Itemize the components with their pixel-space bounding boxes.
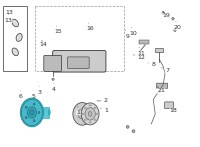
Ellipse shape bbox=[30, 110, 34, 115]
Text: 2: 2 bbox=[97, 98, 108, 103]
Text: 18: 18 bbox=[168, 108, 177, 113]
Ellipse shape bbox=[73, 103, 92, 125]
Ellipse shape bbox=[21, 99, 43, 126]
Ellipse shape bbox=[89, 105, 91, 106]
Ellipse shape bbox=[162, 12, 164, 14]
Ellipse shape bbox=[52, 78, 54, 80]
Text: 11: 11 bbox=[138, 47, 145, 56]
Ellipse shape bbox=[25, 116, 27, 119]
Ellipse shape bbox=[25, 106, 27, 108]
Ellipse shape bbox=[89, 122, 91, 123]
FancyBboxPatch shape bbox=[67, 57, 89, 69]
Ellipse shape bbox=[85, 108, 95, 120]
Ellipse shape bbox=[20, 98, 43, 127]
Text: 3: 3 bbox=[38, 86, 42, 95]
Ellipse shape bbox=[78, 109, 87, 119]
Text: 13: 13 bbox=[5, 10, 13, 15]
FancyBboxPatch shape bbox=[53, 50, 106, 72]
FancyBboxPatch shape bbox=[164, 102, 174, 108]
Ellipse shape bbox=[172, 17, 174, 20]
Ellipse shape bbox=[12, 48, 18, 56]
Text: 12: 12 bbox=[134, 55, 145, 60]
Text: 13: 13 bbox=[4, 14, 12, 23]
Ellipse shape bbox=[16, 34, 22, 41]
Ellipse shape bbox=[94, 107, 96, 109]
Text: 20: 20 bbox=[174, 22, 182, 30]
Ellipse shape bbox=[84, 107, 86, 109]
Text: 4: 4 bbox=[52, 84, 56, 92]
Text: 1: 1 bbox=[100, 108, 108, 113]
Ellipse shape bbox=[81, 103, 99, 125]
Text: 14: 14 bbox=[39, 40, 47, 47]
Ellipse shape bbox=[27, 107, 36, 118]
Text: 16: 16 bbox=[86, 23, 94, 31]
Text: 6: 6 bbox=[18, 91, 22, 99]
FancyBboxPatch shape bbox=[157, 83, 168, 88]
Ellipse shape bbox=[132, 130, 135, 133]
Ellipse shape bbox=[88, 111, 92, 116]
Text: 21: 21 bbox=[157, 86, 165, 93]
Bar bbox=[139, 40, 149, 44]
Text: 5: 5 bbox=[32, 91, 36, 99]
Text: 10: 10 bbox=[130, 27, 137, 36]
Ellipse shape bbox=[94, 119, 96, 121]
Ellipse shape bbox=[96, 113, 98, 115]
FancyBboxPatch shape bbox=[44, 55, 62, 71]
Bar bbox=[42, 107, 49, 118]
Ellipse shape bbox=[38, 111, 40, 114]
Ellipse shape bbox=[84, 119, 86, 121]
Ellipse shape bbox=[174, 29, 176, 31]
Ellipse shape bbox=[82, 113, 84, 115]
Text: 15: 15 bbox=[55, 26, 62, 34]
Ellipse shape bbox=[33, 103, 35, 105]
Text: 17: 17 bbox=[76, 107, 84, 115]
Ellipse shape bbox=[48, 110, 50, 115]
Bar bbox=[35, 6, 124, 71]
Bar bbox=[3, 6, 27, 71]
Bar bbox=[155, 47, 163, 52]
Text: 7: 7 bbox=[162, 68, 169, 73]
Ellipse shape bbox=[126, 125, 129, 128]
Text: 19: 19 bbox=[162, 11, 170, 18]
Ellipse shape bbox=[33, 120, 35, 122]
Text: 9: 9 bbox=[126, 30, 130, 39]
Text: 8: 8 bbox=[148, 62, 155, 67]
Ellipse shape bbox=[12, 19, 19, 27]
